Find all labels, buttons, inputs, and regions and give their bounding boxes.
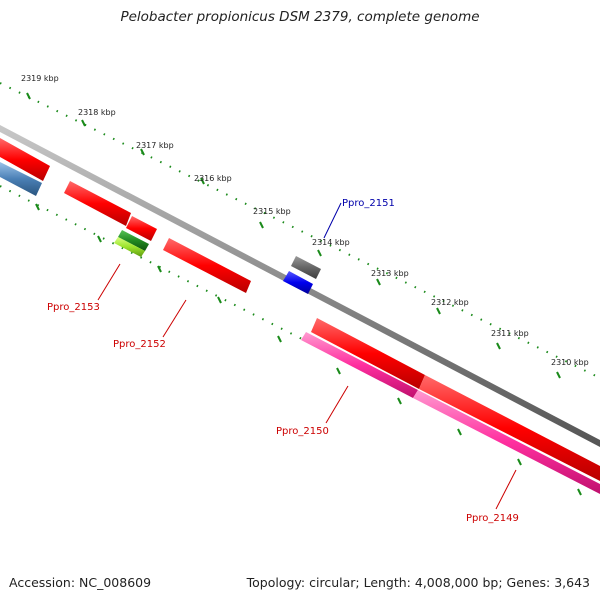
genome-summary: Topology: circular; Length: 4,008,000 bp… — [246, 575, 590, 590]
gene-arrow-steelblue[interactable] — [0, 162, 42, 196]
tick-label: 2313 kbp — [371, 269, 409, 278]
leader-line-ppro-2149 — [495, 469, 517, 510]
tick-label: 2310 kbp — [551, 358, 589, 367]
gene-arrow-ppro-2149-pink[interactable] — [413, 390, 600, 494]
accession-label: Accession: NC_008609 — [9, 575, 152, 590]
leader-line-ppro-2150 — [325, 385, 349, 424]
gene-arrow-reverse[interactable] — [126, 216, 157, 241]
tick-label: 2318 kbp — [78, 108, 116, 117]
gene-arrow-reverse[interactable] — [64, 181, 131, 226]
gene-arrow-ppro-2150-pink[interactable] — [301, 332, 418, 398]
leader-line-ppro-2151 — [323, 202, 342, 239]
leader-line-ppro-2152 — [162, 299, 187, 338]
ruler-tick-labels: 2319 kbp 2318 kbp 2317 kbp 2316 kbp 2315… — [21, 74, 589, 367]
gene-arrow-ppro-2149-red[interactable] — [419, 375, 600, 481]
gene-label-ppro-2153[interactable]: Ppro_2153 — [47, 302, 100, 313]
gene-arrow-forward[interactable] — [0, 138, 50, 181]
gene-arrow-ppro-2152[interactable] — [163, 238, 251, 293]
tick-label: 2312 kbp — [431, 298, 469, 307]
inner-ruler — [0, 185, 600, 496]
tick-label: 2311 kbp — [491, 329, 529, 338]
map-title: Pelobacter propionicus DSM 2379, complet… — [120, 9, 480, 25]
tick-label: 2317 kbp — [136, 141, 174, 150]
gene-arrow-blue[interactable] — [283, 271, 313, 294]
gene-label-ppro-2151[interactable]: Ppro_2151 — [342, 198, 395, 209]
gene-arrow-ppro-2153-green[interactable] — [118, 230, 149, 251]
gene-label-ppro-2152[interactable]: Ppro_2152 — [113, 339, 166, 350]
outer-ruler — [0, 82, 600, 379]
gene-arrow-ppro-2151[interactable] — [291, 256, 321, 279]
tick-label: 2319 kbp — [21, 74, 59, 83]
gene-label-ppro-2149[interactable]: Ppro_2149 — [466, 513, 519, 524]
tick-label: 2315 kbp — [253, 207, 291, 216]
gene-label-ppro-2150[interactable]: Ppro_2150 — [276, 426, 329, 437]
gene-arrow-ppro-2153-lime[interactable] — [114, 237, 145, 257]
gene-arrow-ppro-2150[interactable] — [311, 318, 425, 389]
tick-label: 2314 kbp — [312, 238, 350, 247]
tick-label: 2316 kbp — [194, 174, 232, 183]
leader-line-ppro-2153 — [97, 263, 121, 301]
